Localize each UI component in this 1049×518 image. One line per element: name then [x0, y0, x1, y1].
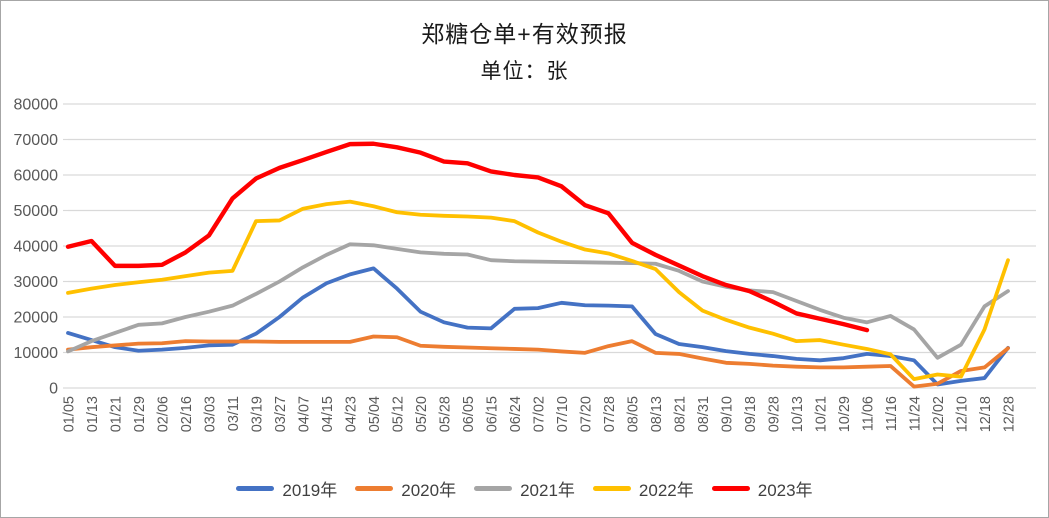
- y-axis-label: 60000: [14, 168, 59, 185]
- x-axis-label: 03/27: [273, 396, 289, 432]
- x-axis-label: 07/10: [555, 396, 571, 432]
- x-axis-label: 10/29: [837, 396, 853, 432]
- y-axis-label: 80000: [14, 97, 59, 114]
- y-axis-label: 20000: [14, 310, 59, 327]
- x-axis-label: 03/03: [203, 396, 219, 432]
- x-axis-label: 01/29: [132, 396, 148, 432]
- x-axis-label: 01/21: [109, 396, 125, 432]
- x-axis-label: 06/24: [508, 396, 524, 432]
- x-axis-label: 12/18: [978, 396, 994, 432]
- series-line-2023年: [65, 141, 870, 333]
- x-axis-label: 04/23: [344, 396, 360, 432]
- x-axis-label: 08/05: [626, 396, 642, 432]
- x-axis-label: 08/13: [649, 396, 665, 432]
- x-axis-label: 09/28: [767, 396, 783, 432]
- x-axis-label: 05/28: [438, 396, 454, 432]
- series-line-2019年: [66, 266, 1010, 387]
- x-axis-label: 01/05: [62, 396, 78, 432]
- legend-label: 2020年: [401, 481, 457, 500]
- x-axis-label: 12/02: [931, 396, 947, 432]
- legend-swatch: [236, 486, 275, 491]
- y-axis-label: 40000: [14, 239, 59, 256]
- legend-item-2021年: 2021年: [474, 476, 575, 501]
- series-line-2022年: [66, 199, 1010, 382]
- legend-label: 2023年: [757, 481, 813, 500]
- legend-swatch: [592, 486, 631, 491]
- x-axis-label: 07/28: [602, 396, 618, 432]
- title-block: 郑糖仓单+有效预报 单位：张: [1, 15, 1048, 85]
- x-axis-label: 05/20: [414, 396, 430, 432]
- x-axis-label: 05/04: [367, 396, 383, 432]
- x-axis-label: 03/19: [250, 396, 266, 432]
- legend-swatch: [711, 486, 750, 491]
- x-axis-label: 09/18: [743, 396, 759, 432]
- legend-item-2020年: 2020年: [355, 476, 456, 501]
- x-axis-label: 12/28: [1002, 396, 1018, 432]
- chart-title: 郑糖仓单+有效预报: [421, 21, 628, 47]
- x-axis-label: 04/15: [320, 396, 336, 432]
- x-axis-label: 10/13: [790, 396, 806, 432]
- x-axis-label: 08/21: [673, 396, 689, 432]
- x-axis-label: 04/07: [297, 396, 313, 432]
- x-axis-label: 03/11: [226, 396, 242, 431]
- x-axis-label: 07/20: [579, 396, 595, 432]
- legend-item-2019年: 2019年: [236, 476, 337, 501]
- x-axis-label: 02/06: [156, 396, 172, 432]
- chart-subtitle: 单位：张: [480, 60, 569, 83]
- legend: 2019年 2020年 2021年 2022年 2023年: [1, 476, 1048, 501]
- x-axis-label: 09/10: [720, 396, 736, 432]
- y-axis-label: 50000: [14, 203, 59, 220]
- x-axis-label: 01/13: [85, 396, 101, 432]
- series-line-2020年: [66, 334, 1010, 389]
- y-axis-label: 30000: [14, 274, 59, 291]
- x-axis-label: 05/12: [391, 396, 407, 432]
- legend-item-2022年: 2022年: [592, 476, 694, 501]
- x-axis-label: 07/02: [532, 396, 548, 432]
- x-axis-label: 11/24: [908, 396, 924, 431]
- x-axis-label: 02/16: [179, 396, 195, 432]
- y-axis-label: 0: [49, 381, 58, 398]
- legend-label: 2021年: [520, 481, 575, 500]
- x-axis-label: 10/21: [814, 396, 830, 432]
- x-axis-label: 06/05: [461, 396, 477, 432]
- x-axis-label: 06/15: [485, 396, 501, 432]
- x-axis-label: 11/06: [861, 396, 877, 431]
- legend-swatch: [474, 486, 513, 491]
- y-axis-label: 10000: [14, 345, 59, 362]
- series-line-2021年: [66, 242, 1010, 360]
- x-axis-label: 08/31: [696, 396, 712, 432]
- legend-swatch: [355, 486, 394, 491]
- x-axis-label: 11/16: [884, 396, 900, 431]
- legend-label: 2019年: [282, 481, 338, 500]
- legend-item-2023年: 2023年: [711, 476, 813, 501]
- y-axis-label: 70000: [14, 132, 59, 149]
- x-axis-label: 12/10: [955, 396, 971, 432]
- legend-label: 2022年: [638, 481, 694, 500]
